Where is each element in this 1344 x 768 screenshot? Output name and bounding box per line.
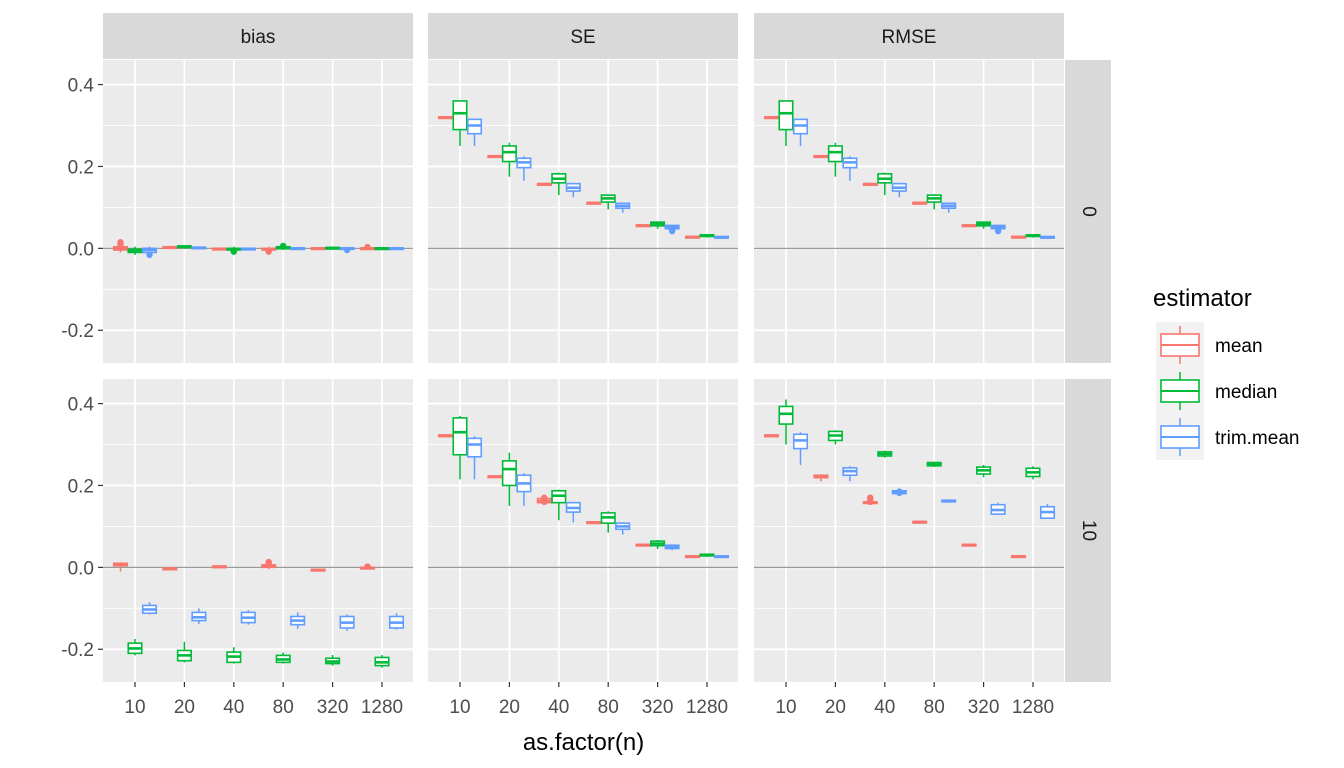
x-tick-label: 20 <box>499 697 520 718</box>
outlier-point <box>146 251 153 259</box>
y-tick-label: 0.0 <box>68 239 94 260</box>
outlier-point <box>280 242 287 250</box>
panel-background <box>754 379 1064 682</box>
x-tick-label: 40 <box>874 697 895 718</box>
outlier-point <box>265 248 272 255</box>
outlier-point <box>994 227 1002 235</box>
y-tick-label: 0.2 <box>68 476 94 497</box>
y-tick-label: 0.0 <box>68 558 94 579</box>
strip-label-SE: SE <box>570 27 595 48</box>
box-median <box>452 100 468 131</box>
panel-background <box>428 60 738 363</box>
x-tick-label: 1280 <box>361 697 403 718</box>
panel-bias-0 <box>103 60 413 363</box>
strip-label-row-0: 0 <box>1078 206 1099 217</box>
legend-label-median: median <box>1215 382 1277 403</box>
outlier-point <box>364 243 371 251</box>
box-median <box>501 460 517 487</box>
x-tick-label: 80 <box>924 697 945 718</box>
panel-RMSE-10 <box>754 379 1064 682</box>
strip-RMSE <box>754 13 1064 59</box>
box-median <box>452 417 468 456</box>
boxplots-bias-10 <box>112 558 405 668</box>
outlier-point <box>867 498 874 506</box>
x-axis-title: as.factor(n) <box>523 729 644 756</box>
box-median <box>778 405 794 425</box>
legend: estimator mean median trim.mean <box>1153 285 1299 460</box>
x-tick-label: 10 <box>124 697 145 718</box>
panel-SE-0 <box>428 60 738 363</box>
legend-title: estimator <box>1153 285 1252 312</box>
panel-background <box>103 60 413 363</box>
x-tick-label: 20 <box>825 697 846 718</box>
legend-label-trim.mean: trim.mean <box>1215 428 1299 449</box>
strip-SE <box>428 13 738 59</box>
y-tick-label: 0.2 <box>68 157 94 178</box>
outlier-point <box>265 558 272 566</box>
boxplots-bias-0 <box>112 239 405 259</box>
y-tick-label: -0.2 <box>61 640 94 661</box>
panel-RMSE-0 <box>754 60 1064 363</box>
box-median <box>501 145 517 163</box>
x-tick-label: 40 <box>223 697 244 718</box>
outlier-point <box>541 498 548 506</box>
boxplots-SE-0 <box>437 100 730 239</box>
x-tick-label: 40 <box>548 697 569 718</box>
strip-label-row-10: 10 <box>1078 520 1099 541</box>
strip-row-10 <box>1065 379 1111 682</box>
strip-label-RMSE: RMSE <box>882 27 937 48</box>
outlier-point <box>117 241 124 248</box>
outlier-point <box>343 246 351 254</box>
x-tick-label: 1280 <box>1012 697 1054 718</box>
strip-label-bias: bias <box>241 27 276 48</box>
panel-background <box>428 379 738 682</box>
x-tick-label: 320 <box>317 697 349 718</box>
outlier-point <box>668 227 676 235</box>
strip-bias <box>103 13 413 59</box>
x-tick-label: 1280 <box>686 697 728 718</box>
x-tick-label: 80 <box>273 697 294 718</box>
x-tick-label: 80 <box>598 697 619 718</box>
x-tick-label: 10 <box>449 697 470 718</box>
x-tick-label: 20 <box>174 697 195 718</box>
box-median <box>778 100 794 131</box>
boxplots-RMSE-0 <box>763 100 1056 239</box>
panel-SE-10 <box>428 379 738 682</box>
boxplots-SE-10 <box>437 415 730 559</box>
panel-background <box>103 379 413 682</box>
y-tick-label: 0.4 <box>68 395 95 416</box>
panel-bias-10 <box>103 379 413 682</box>
outlier-point <box>364 563 371 570</box>
boxplots-RMSE-10 <box>763 399 1056 559</box>
y-tick-label: -0.2 <box>61 321 94 342</box>
strip-row-0 <box>1065 60 1111 363</box>
x-tick-label: 10 <box>775 697 796 718</box>
legend-label-mean: mean <box>1215 336 1263 357</box>
box-trim.mean <box>466 437 483 458</box>
x-tick-label: 320 <box>968 697 1000 718</box>
y-tick-label: 0.4 <box>68 76 95 97</box>
outlier-point <box>896 489 903 497</box>
box-median <box>827 145 843 163</box>
outlier-point <box>230 248 237 255</box>
panel-background <box>754 60 1064 363</box>
x-tick-label: 320 <box>642 697 674 718</box>
